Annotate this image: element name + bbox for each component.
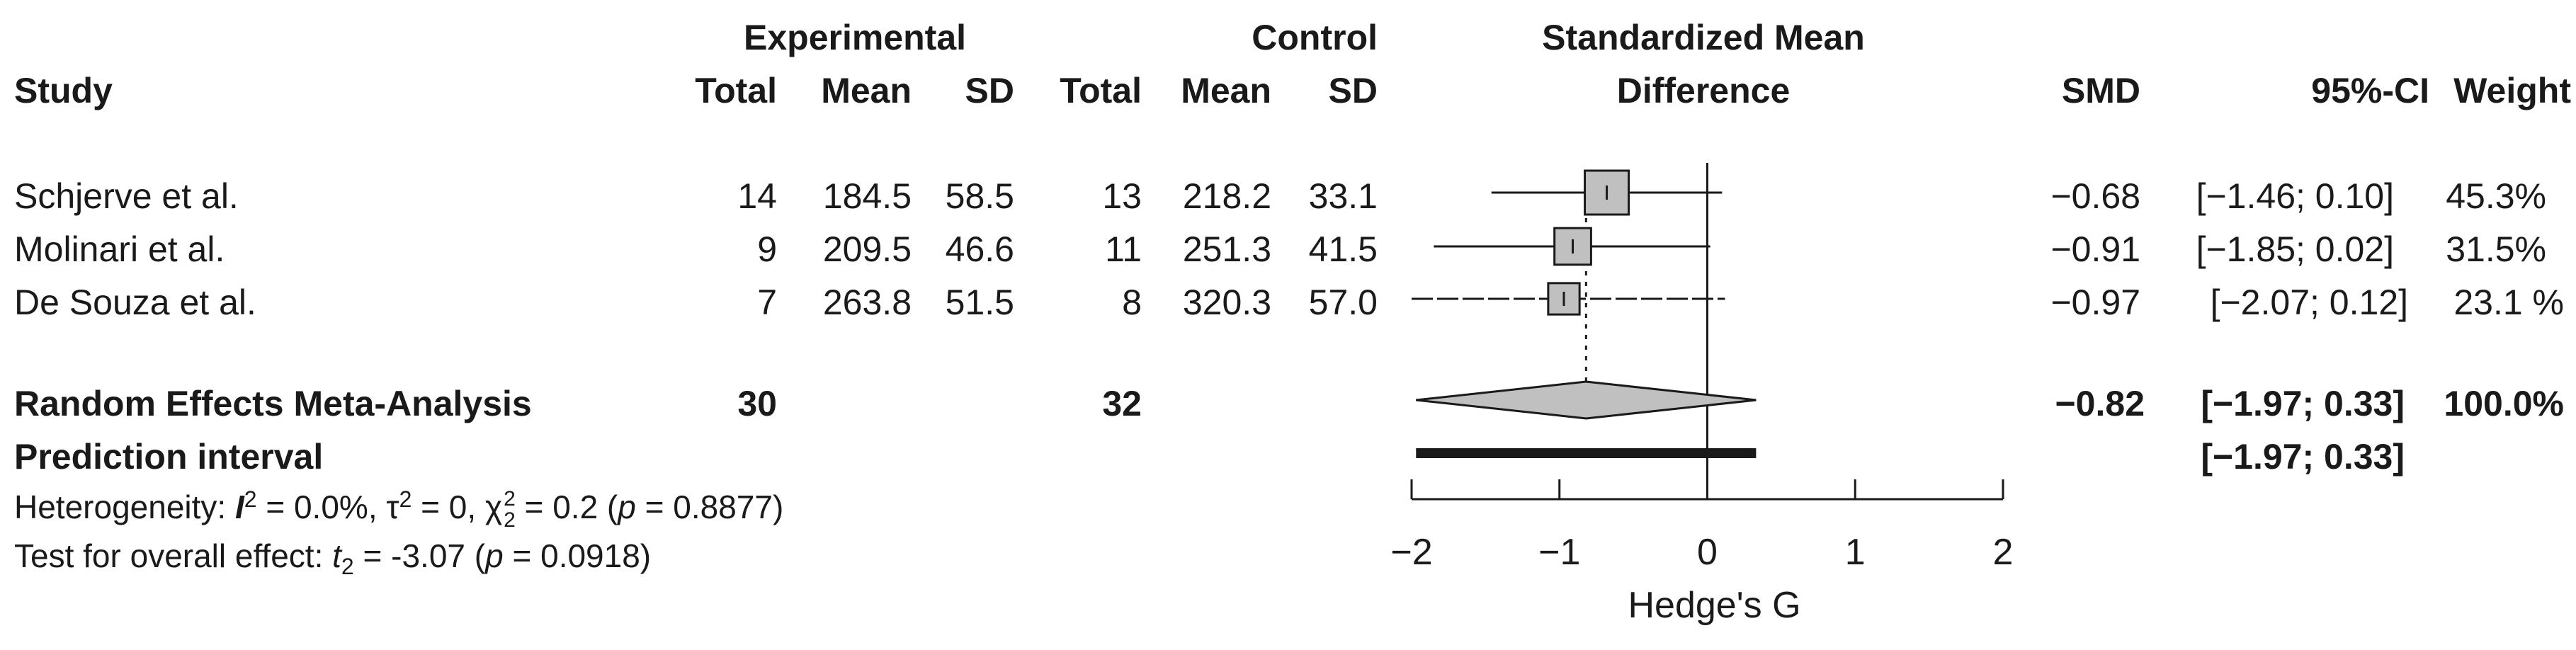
t-value: = -3.07 ( [353, 537, 486, 574]
header-ctl-sd: SD [1328, 71, 1378, 110]
ctl-mean: 320.3 [1182, 283, 1271, 322]
header-smd-line2: Difference [1616, 71, 1791, 110]
pooled-ci: [−1.97; 0.33] [2201, 384, 2405, 423]
i-value: = 0.0%, [256, 489, 387, 526]
tau-value: = 0, [412, 489, 485, 526]
ctl-sd: 33.1 [1308, 176, 1378, 216]
overall-p-symbol: p [485, 537, 504, 574]
header-ctl-total: Total [1060, 71, 1142, 110]
exp-total: 7 [757, 283, 777, 322]
pooled-ctl-total: 32 [1102, 384, 1142, 423]
x-axis-tick-label: 2 [1993, 532, 2014, 573]
chi-sup: 2 [504, 487, 516, 511]
study-name: Schjerve et al. [14, 176, 239, 216]
x-axis-label: Hedge's G [1628, 585, 1800, 626]
exp-mean: 263.8 [822, 283, 912, 322]
weight-box [1553, 227, 1592, 266]
ctl-sd: 41.5 [1308, 229, 1378, 269]
header-weight: Weight [2453, 71, 2571, 110]
weight-value: 31.5% [2446, 229, 2546, 269]
ci-value: [−1.85; 0.02] [2196, 229, 2394, 269]
pooled-weight: 100.0% [2444, 384, 2564, 423]
ctl-total: 11 [1105, 229, 1142, 269]
header-ci: 95%-CI [2311, 71, 2429, 110]
ci-value: [−2.07; 0.12] [2210, 283, 2408, 322]
exp-mean: 209.5 [822, 229, 912, 269]
t-symbol: t [332, 537, 341, 574]
exp-mean: 184.5 [822, 176, 912, 216]
weight-value: 23.1 % [2453, 283, 2564, 322]
heterogeneity-prefix: Heterogeneity: [14, 489, 235, 526]
pooled-smd: −0.82 [2055, 384, 2145, 423]
smd-value: −0.97 [2050, 283, 2140, 322]
chi-symbol: χ [484, 489, 503, 526]
header-exp-mean: Mean [821, 71, 912, 110]
header-smd-line1: Standardized Mean [1542, 18, 1865, 57]
x-axis-tick-label: 0 [1697, 532, 1718, 573]
pooled-label: Random Effects Meta-Analysis [14, 384, 532, 423]
study-name: Molinari et al. [14, 229, 225, 269]
tau-symbol: τ [386, 489, 399, 526]
ctl-mean: 218.2 [1182, 176, 1271, 216]
ctl-sd: 57.0 [1308, 283, 1378, 322]
i-symbol: I [234, 489, 244, 526]
p-symbol: p [618, 489, 636, 526]
header-study: Study [14, 71, 113, 110]
x-axis-tick-label: 1 [1845, 532, 1866, 573]
header-exp-sd: SD [965, 71, 1014, 110]
overall-prefix: Test for overall effect: [14, 537, 333, 574]
x-axis-tick-label: −2 [1390, 532, 1432, 573]
ci-value: [−1.46; 0.10] [2196, 176, 2394, 216]
prediction-label: Prediction interval [14, 437, 324, 477]
exp-sd: 51.5 [945, 283, 1014, 322]
exp-sd: 46.6 [945, 229, 1014, 269]
prediction-interval-bar [1416, 448, 1757, 458]
exp-sd: 58.5 [945, 176, 1014, 216]
exp-total: 14 [737, 176, 777, 216]
p-value: = 0.8877) [635, 489, 784, 526]
header-exp-total: Total [695, 71, 777, 110]
smd-value: −0.68 [2050, 176, 2140, 216]
header-ctl-mean: Mean [1181, 71, 1271, 110]
x-axis-tick-label: −1 [1538, 532, 1580, 573]
header-smd: SMD [2061, 71, 2140, 110]
ctl-mean: 251.3 [1182, 229, 1271, 269]
header-experimental: Experimental [744, 18, 967, 57]
prediction-ci: [−1.97; 0.33] [2201, 437, 2405, 477]
ctl-total: 13 [1102, 176, 1142, 216]
overall-p-value: = 0.0918) [503, 537, 652, 574]
tau-sup: 2 [399, 486, 412, 512]
header-control: Control [1252, 18, 1378, 57]
chi-sub: 2 [504, 508, 516, 532]
chi-value: = 0.2 ( [515, 489, 618, 526]
study-name: De Souza et al. [14, 283, 256, 322]
weight-value: 45.3% [2446, 176, 2546, 216]
overall-effect-text: Test for overall effect: t2 = -3.07 (p =… [14, 537, 652, 578]
pooled-exp-total: 30 [737, 384, 777, 423]
i-sup: 2 [244, 486, 257, 512]
pooled-diamond [1416, 380, 1757, 420]
smd-value: −0.91 [2050, 229, 2140, 269]
ctl-total: 8 [1122, 283, 1142, 322]
exp-total: 9 [757, 229, 777, 269]
t-sub: 2 [341, 554, 354, 580]
